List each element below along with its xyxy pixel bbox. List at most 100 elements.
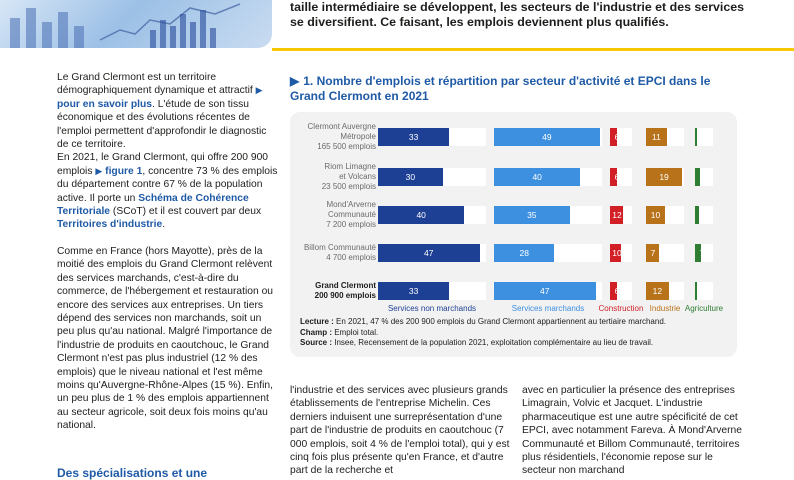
data-label: 33 <box>408 132 419 142</box>
data-label: 35 <box>527 210 537 220</box>
lecture-text: En 2021, 47 % des 200 900 emplois du Gra… <box>333 317 666 326</box>
bar-construction <box>610 168 617 186</box>
category-label-line: Riom Limagne <box>324 162 376 171</box>
bar-construction <box>610 282 617 300</box>
bar-services-non-marchands <box>378 244 480 262</box>
category-label: Billom Communauté 4 700 emplois <box>290 243 376 263</box>
category-label-line: Clermont Auvergne <box>307 122 376 131</box>
bar-agriculture <box>695 282 697 300</box>
category-label-line: 200 900 emplois <box>314 291 376 300</box>
legend-agriculture: Agriculture <box>684 304 724 313</box>
bar-services-marchands <box>494 128 600 146</box>
link-territoires-industrie[interactable]: Territoires d'industrie <box>57 219 163 231</box>
category-label-line: 7 200 emplois <box>326 220 376 229</box>
paragraph-1: Le Grand Clermont est un territoire démo… <box>57 71 279 232</box>
bar-industrie <box>646 206 665 224</box>
bar-services-non-marchands <box>378 282 450 300</box>
category-label-line: 165 500 emplois <box>317 142 376 151</box>
bar-agriculture <box>695 128 697 146</box>
category-label-line: Métropole <box>340 132 376 141</box>
legend-services-non-marchands: Services non marchands <box>387 304 477 313</box>
data-label: 47 <box>424 248 434 258</box>
data-label: 7 <box>650 248 656 258</box>
lecture-label: Lecture : <box>300 317 334 326</box>
category-label: Mond'Arverne Communauté 7 200 emplois <box>290 200 376 230</box>
category-label-line: Grand Clermont <box>315 281 376 290</box>
data-label: 28 <box>519 248 529 258</box>
note-source: Source : Insee, Recensement de la popula… <box>300 338 730 349</box>
intro-text: taille intermédiaire se développent, les… <box>290 0 745 29</box>
bar-track <box>695 206 713 224</box>
legend-industrie: Industrie <box>649 304 681 313</box>
data-label: 49 <box>542 132 552 142</box>
category-label: Grand Clermont 200 900 emplois <box>290 281 376 301</box>
bar-construction <box>610 128 617 146</box>
chart-photo-icon <box>10 3 241 48</box>
bar-services-marchands <box>494 206 570 224</box>
middle-column: l'industrie et des services avec plusieu… <box>290 384 512 478</box>
bar-track <box>695 282 713 300</box>
data-label: 10 <box>650 210 661 220</box>
arrow-right-icon: ▶ <box>95 165 103 176</box>
bar-services-non-marchands <box>378 206 465 224</box>
bar-industrie <box>646 244 660 262</box>
arrow-right-icon: ▶ <box>255 85 263 96</box>
p1-text-a: Le Grand Clermont est un territoire démo… <box>57 72 256 97</box>
bar-construction <box>610 244 621 262</box>
note-lecture: Lecture : En 2021, 47 % des 200 900 empl… <box>300 317 730 328</box>
category-label-line: Communauté <box>327 210 376 219</box>
bar-services-non-marchands <box>378 128 450 146</box>
triangle-right-icon: ▶ <box>290 74 300 88</box>
data-label: 6 <box>614 286 620 296</box>
bar-agriculture <box>695 244 702 262</box>
data-label: 30 <box>405 172 416 182</box>
link-en-savoir-plus[interactable]: pour en savoir plus <box>57 98 152 110</box>
paragraph-2: Comme en France (hors Mayotte), près de … <box>57 245 274 432</box>
p1-text-e: (SCoT) et il est couvert par deux <box>110 206 262 218</box>
source-text: Insee, Recensement de la population 2021… <box>332 338 654 347</box>
data-label: 7 <box>699 248 705 258</box>
link-figure-1[interactable]: figure 1 <box>105 165 143 177</box>
left-column: Le Grand Clermont est un territoire démo… <box>57 71 279 446</box>
bar-construction <box>610 206 624 224</box>
category-label-line: Mond'Arverne <box>326 200 376 209</box>
data-label: 40 <box>416 210 426 220</box>
legend-construction: Construction <box>598 304 644 313</box>
figure-title-text: 1. Nombre d'emplois et répartition par s… <box>290 74 711 103</box>
figure-panel: Clermont Auvergne Métropole 165 500 emploi… <box>290 112 737 357</box>
category-label-line: Billom Communauté <box>303 243 376 252</box>
figure-notes: Lecture : En 2021, 47 % des 200 900 empl… <box>300 317 730 349</box>
category-label: Clermont Auvergne Métropole 165 500 emploi… <box>290 122 376 152</box>
category-label-line: 4 700 emplois <box>326 253 376 262</box>
right-paragraph: avec en particulier la présence des entr… <box>522 385 743 477</box>
data-label: 4 <box>699 210 705 220</box>
p1-text-b: . L'étude de son tissu économique et des… <box>57 98 267 151</box>
legend-services-marchands: Services marchands <box>511 304 585 313</box>
bar-agriculture <box>695 206 699 224</box>
bar-services-non-marchands <box>378 168 443 186</box>
p1-text-c: En 2021, le Grand Clermont, qui offre 20… <box>57 152 269 177</box>
champ-text: Emploi total. <box>332 327 379 337</box>
champ-label: Champ : <box>300 327 332 337</box>
note-champ: Champ : Emploi total. <box>300 328 730 339</box>
bar-track <box>695 128 713 146</box>
data-label: 11 <box>652 132 661 142</box>
middle-paragraph: l'industrie et des services avec plusieu… <box>290 385 510 477</box>
data-label: 10 <box>612 248 622 258</box>
link-scot[interactable]: Schéma de Cohérence Territoriale <box>57 192 249 218</box>
category-label-line: 23 500 emplois <box>321 182 376 191</box>
p1-text-f: . <box>162 219 166 231</box>
data-label: 33 <box>408 286 419 296</box>
data-label: 12 <box>612 210 622 220</box>
data-label: 6 <box>614 172 620 182</box>
category-label: Riom Limagne et Volcans 23 500 emplois <box>290 162 376 192</box>
data-label: 12 <box>652 286 663 296</box>
section-heading: Des spécialisations et une <box>57 466 208 480</box>
data-label: 6 <box>614 132 620 142</box>
data-label: 40 <box>532 172 542 182</box>
intro-band <box>272 0 794 51</box>
bar-industrie <box>646 168 683 186</box>
bar-industrie <box>646 128 667 146</box>
bar-services-marchands <box>494 244 555 262</box>
p1-text-d: , concentre 73 % des emplois du départem… <box>57 165 278 204</box>
